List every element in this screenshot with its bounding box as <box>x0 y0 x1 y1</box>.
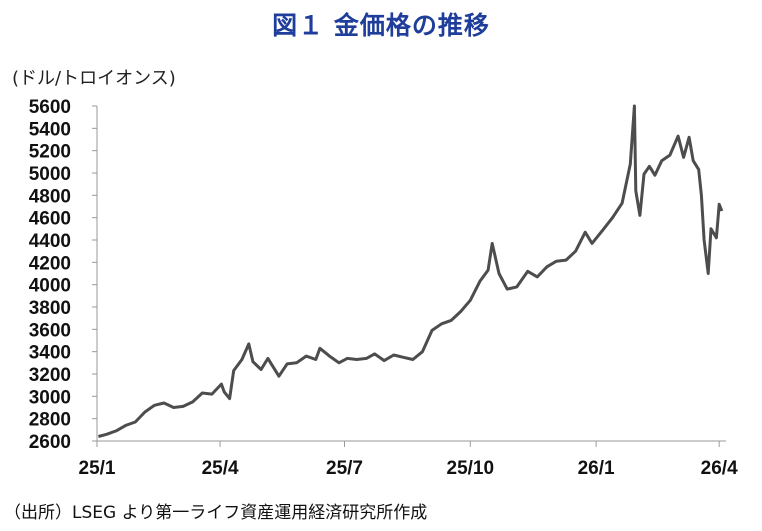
y-tick-label: 5400 <box>29 119 71 140</box>
y-tick-label: 3600 <box>29 320 71 341</box>
x-tick-label: 25/1 <box>79 458 116 479</box>
x-tick-label: 25/7 <box>326 458 363 479</box>
chart-axes <box>96 106 726 442</box>
y-tick-label: 4600 <box>29 209 71 230</box>
y-tick-label: 4200 <box>29 253 71 274</box>
y-axis-unit-label: (ドル/トロイオンス) <box>12 68 176 89</box>
x-tick-label: 25/10 <box>447 458 495 479</box>
y-tick-label: 4000 <box>29 276 71 297</box>
x-tick-label: 25/4 <box>202 458 239 479</box>
gold-price-line <box>98 104 724 438</box>
y-tick-label: 3000 <box>29 387 71 408</box>
y-tick-label: 5000 <box>29 164 71 185</box>
chart-ticks: 2600280030003200340036003800400042004400… <box>29 97 738 479</box>
x-tick-label: 26/4 <box>701 458 738 479</box>
y-tick-label: 2600 <box>29 432 71 453</box>
y-tick-label: 3400 <box>29 343 71 364</box>
y-tick-label: 5200 <box>29 142 71 163</box>
y-tick-label: 3800 <box>29 298 71 319</box>
y-tick-label: 2800 <box>29 410 71 431</box>
y-tick-label: 4400 <box>29 231 71 252</box>
y-tick-label: 3200 <box>29 365 71 386</box>
y-tick-label: 4800 <box>29 186 71 207</box>
source-note: （出所）LSEG より第一ライフ資産運用経済研究所作成 <box>4 503 428 523</box>
x-tick-label: 26/1 <box>578 458 615 479</box>
y-tick-label: 5600 <box>29 97 71 118</box>
chart-title: 図１ 金価格の推移 <box>272 11 490 40</box>
